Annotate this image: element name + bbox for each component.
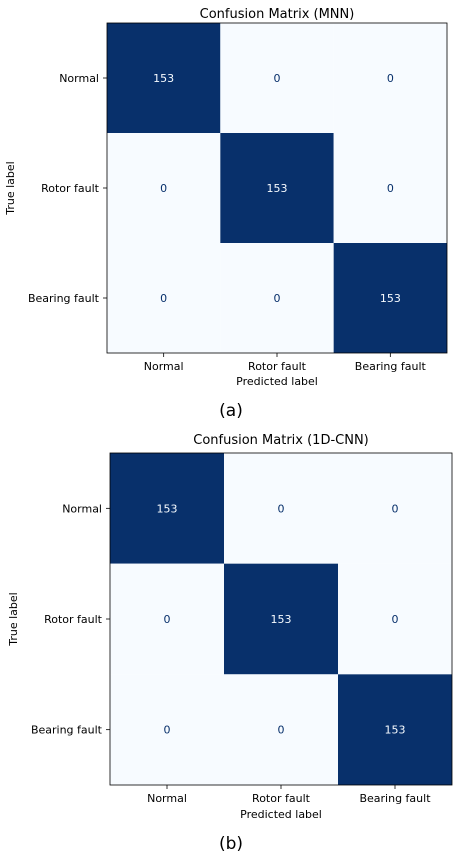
y-tick-label: Normal [59,72,99,85]
cell-value-label: 153 [271,613,292,626]
cell-value-label: 153 [380,292,401,305]
panels: 153 0 0 0 153 0 0 0 153 Normal Rotor fault Bearing … [4,7,453,854]
cell-value-label: 153 [385,724,406,737]
heatmap-cell [333,23,447,133]
cell-value-label: 0 [274,292,281,305]
heatmap-cell [107,23,221,133]
x-tick-label: Rotor fault [248,360,307,373]
y-tick-label: Rotor fault [44,613,103,626]
cell-value-label: 0 [387,72,394,85]
cell-value-label: 153 [153,72,174,85]
y-axis-label: True label [4,161,17,215]
heatmap-cell [220,133,334,243]
x-tick-label: Bearing fault [355,360,427,373]
y-axis-label: True label [7,592,20,646]
confusion-matrix-panel-a: 153 0 0 0 153 0 0 0 153 Normal Rotor fault Bearing … [4,7,448,421]
cell-value-label: 0 [387,182,394,195]
cell-value-label: 0 [278,724,285,737]
chart-title: Confusion Matrix (1D-CNN) [193,433,369,448]
cell-value-label: 0 [160,292,167,305]
heatmap-cell [110,563,224,675]
heatmap-cell [224,563,338,675]
y-tick-label: Bearing fault [31,724,103,737]
x-tick-label: Normal [144,360,184,373]
cell-value-label: 0 [392,613,399,626]
panel-caption: (a) [219,401,243,421]
cell-value-label: 0 [160,182,167,195]
cell-value-label: 0 [164,724,171,737]
y-tick-label: Rotor fault [41,182,100,195]
y-tick-label: Normal [62,502,102,515]
heatmap-cell [220,23,334,133]
panel-caption: (b) [219,834,243,854]
cell-value-label: 153 [157,502,178,515]
heatmap-cell [220,243,334,353]
heatmap-cell [110,674,224,785]
y-tick-label: Bearing fault [28,292,100,305]
cell-value-label: 0 [164,613,171,626]
x-axis-label: Predicted label [240,808,322,821]
x-tick-label: Rotor fault [252,792,311,805]
cell-value-label: 0 [392,502,399,515]
cell-value-label: 153 [267,182,288,195]
heatmap-cell [224,453,338,564]
heatmap-cell [333,243,447,353]
cell-value-label: 0 [274,72,281,85]
heatmap-cell [107,133,221,243]
x-tick-label: Bearing fault [359,792,431,805]
chart-title: Confusion Matrix (MNN) [200,7,355,22]
heatmap-cell [338,563,452,675]
heatmap-cell [338,453,452,564]
heatmap-cell [338,674,452,785]
confusion-matrix-panel-b: 153 0 0 0 153 0 0 0 153 Normal Rotor fault Bearing … [7,433,453,854]
x-axis-label: Predicted label [236,375,318,388]
heatmap-cell [110,453,224,564]
heatmap-cell [107,243,221,353]
heatmap-cell [333,133,447,243]
cell-value-label: 0 [278,502,285,515]
heatmap-cell [224,674,338,785]
x-tick-label: Normal [147,792,187,805]
